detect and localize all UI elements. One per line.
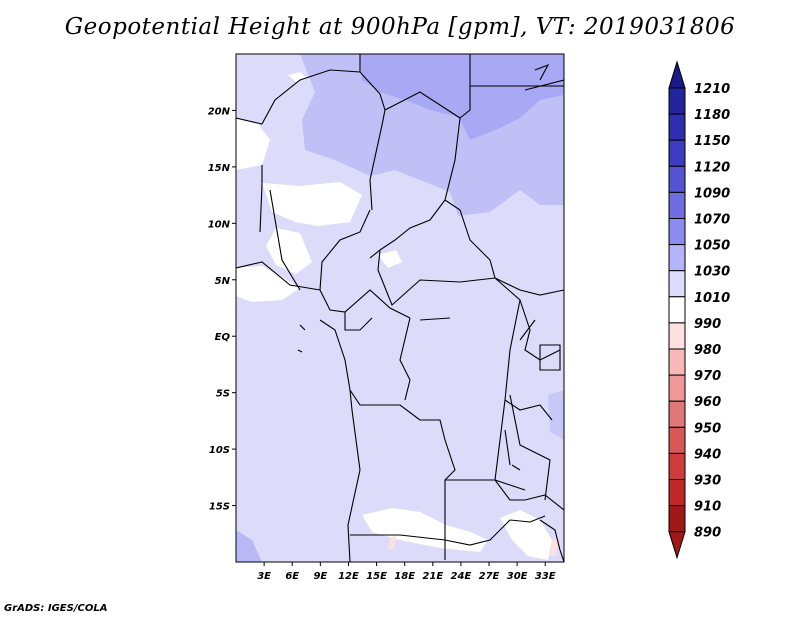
- colorbar-segment: [668, 113, 686, 141]
- colorbar-segment: [668, 452, 686, 480]
- map-plot-area: [236, 54, 564, 562]
- colorbar-segment: [668, 322, 686, 350]
- colorbar-segment: [668, 244, 686, 272]
- contour-region-1010-southeast: [500, 510, 552, 560]
- colorbar-segment: [668, 505, 686, 533]
- x-tick-label: 3E: [257, 571, 271, 582]
- contour-region-1010-sahel: [378, 250, 402, 268]
- contour-region-990-a: [388, 536, 396, 550]
- colorbar-level-label: 960: [694, 395, 721, 410]
- contour-region-990-b: [550, 538, 558, 556]
- colorbar-top-arrow: [668, 60, 686, 89]
- y-tick-label: EQ: [215, 332, 231, 343]
- longitude-axis: 3E 6E 9E 12E 15E 18E 21E 24E 27E 30E 33E: [257, 562, 556, 582]
- colorbar-level-label: 930: [694, 474, 721, 489]
- colorbar-level-label: 940: [694, 447, 721, 462]
- y-tick-label: 20N: [208, 106, 231, 117]
- x-tick-label: 30E: [507, 571, 528, 582]
- colorbar-segment: [668, 374, 686, 402]
- x-tick-label: 15E: [366, 571, 387, 582]
- contour-region-1030-southwest: [236, 530, 262, 562]
- colorbar-segment: [668, 348, 686, 376]
- colorbar-level-label: 1010: [694, 291, 730, 306]
- x-tick-label: 18E: [394, 571, 415, 582]
- y-tick-label: 5S: [216, 389, 230, 400]
- contour-region-1010-northwest: [236, 118, 270, 170]
- colorbar-level-label: 950: [694, 421, 721, 436]
- colorbar-level-label: 970: [694, 369, 721, 384]
- colorbar-segment: [668, 165, 686, 193]
- x-tick-label: 9E: [313, 571, 327, 582]
- contour-region-1050-b: [460, 54, 564, 140]
- y-tick-label: 15N: [208, 163, 231, 174]
- map-frame: [235, 53, 565, 563]
- contour-region-1010-west-a: [262, 182, 362, 226]
- colorbar-segment: [668, 400, 686, 428]
- colorbar-level-label: 1090: [694, 186, 730, 201]
- colorbar-level-label: 890: [694, 526, 721, 541]
- colorbar-level-label: 1050: [694, 239, 730, 254]
- colorbar-bottom-arrow: [668, 531, 686, 560]
- colorbar-segment: [668, 270, 686, 298]
- colorbar-segment: [668, 87, 686, 115]
- colorbar-level-label: 1070: [694, 213, 730, 228]
- colorbar-level-label: 1120: [694, 160, 730, 175]
- latitude-axis: 20N 15N 10N 5N EQ 5S 10S 15S: [208, 106, 236, 513]
- x-tick-label: 6E: [285, 571, 299, 582]
- colorbar-level-label: 1180: [694, 108, 730, 123]
- colorbar-level-label: 1150: [694, 134, 730, 149]
- colorbar-segment: [668, 426, 686, 454]
- contour-region-1010-south: [362, 508, 488, 552]
- colorbar-segment: [668, 218, 686, 246]
- colorbar-segment: [668, 139, 686, 167]
- map-title: Geopotential Height at 900hPa [gpm], VT:…: [64, 14, 736, 40]
- y-tick-label: 5N: [215, 276, 231, 287]
- contour-region-1030-east: [548, 390, 564, 440]
- y-tick-label: 10S: [209, 445, 230, 456]
- colorbar-segment: [668, 191, 686, 219]
- colorbar: 1210 1180 1150 1120 1090 1070 1050 1030 1010 990 9…: [668, 60, 730, 560]
- x-tick-label: 24E: [451, 571, 472, 582]
- grads-credit: GrADS: IGES/COLA: [4, 603, 108, 614]
- colorbar-level-label: 990: [694, 317, 721, 332]
- y-tick-label: 10N: [208, 219, 231, 230]
- x-tick-label: 12E: [338, 571, 359, 582]
- colorbar-level-label: 1030: [694, 265, 730, 280]
- contour-region-1050-a: [360, 54, 470, 118]
- colorbar-segment: [668, 479, 686, 507]
- colorbar-level-label: 1210: [694, 82, 730, 97]
- contour-region-1010-coast: [236, 266, 300, 302]
- contour-region-1010-west-b: [266, 228, 312, 274]
- colorbar-level-label: 980: [694, 343, 721, 358]
- country-borders: [236, 54, 564, 562]
- y-tick-label: 15S: [209, 502, 230, 513]
- x-tick-label: 27E: [479, 571, 500, 582]
- x-tick-label: 33E: [535, 571, 556, 582]
- x-tick-label: 21E: [422, 571, 443, 582]
- colorbar-level-label: 910: [694, 500, 721, 515]
- colorbar-segment: [668, 296, 686, 324]
